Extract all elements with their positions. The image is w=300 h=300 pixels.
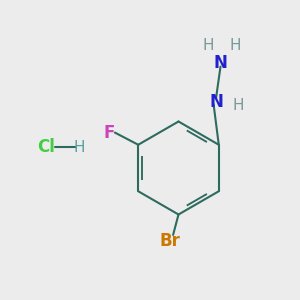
Text: Cl: Cl [38, 138, 56, 156]
Text: N: N [209, 93, 223, 111]
Text: Br: Br [159, 232, 180, 250]
Text: H: H [233, 98, 244, 113]
Text: F: F [104, 124, 115, 142]
Text: H: H [74, 140, 85, 154]
Text: H: H [230, 38, 241, 53]
Text: H: H [202, 38, 214, 53]
Text: N: N [214, 54, 227, 72]
